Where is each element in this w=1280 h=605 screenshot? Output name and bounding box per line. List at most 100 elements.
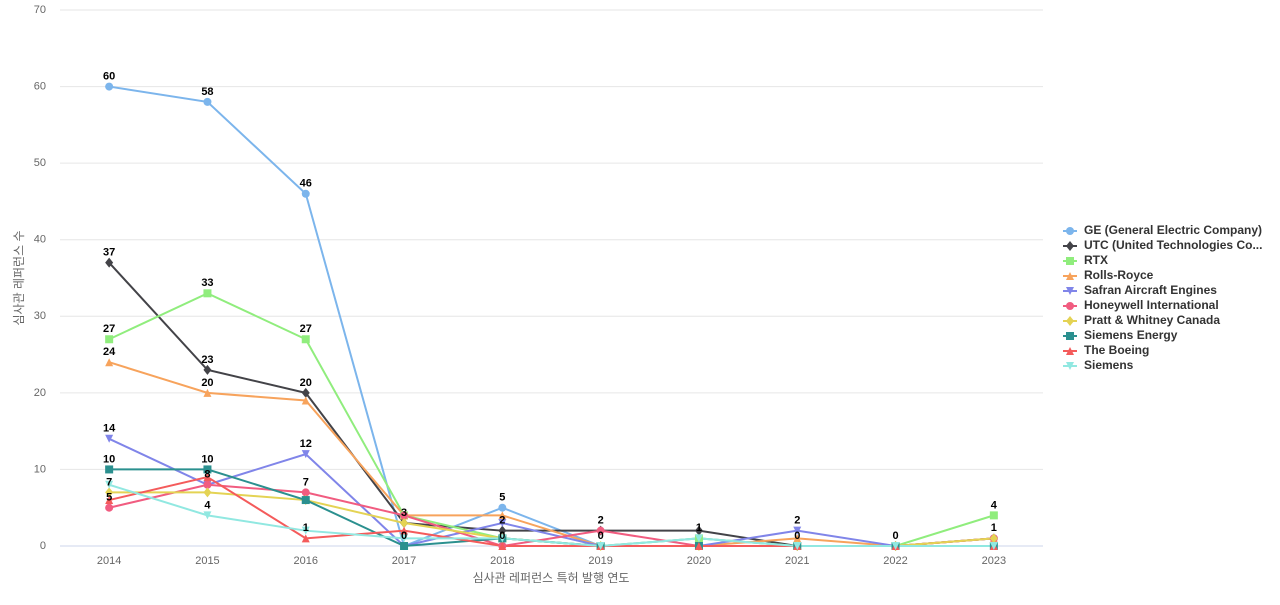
point	[301, 496, 310, 505]
data-label: 37	[103, 247, 115, 259]
x-tick-label: 2021	[785, 555, 809, 567]
point	[400, 534, 409, 543]
series-line	[108, 292, 995, 548]
legend-item[interactable]: GE (General Electric Company)	[1063, 223, 1262, 237]
legend-item[interactable]: Siemens Energy	[1063, 328, 1178, 342]
legend-item[interactable]: The Boeing	[1063, 343, 1149, 357]
data-label: 0	[892, 530, 898, 542]
data-label: 27	[103, 323, 115, 335]
point	[203, 473, 212, 482]
legend-item[interactable]: Safran Aircraft Engines	[1063, 283, 1217, 297]
data-label: 0	[499, 530, 505, 542]
data-label: 7	[106, 476, 112, 488]
y-tick-label: 30	[34, 310, 46, 322]
data-label: 0	[794, 530, 800, 542]
point	[989, 533, 998, 544]
data-label: 24	[103, 346, 116, 358]
point	[203, 364, 212, 375]
point	[301, 335, 310, 344]
legend-label: Siemens	[1084, 358, 1134, 372]
y-tick-label: 10	[34, 463, 46, 475]
legend-item[interactable]: RTX	[1063, 253, 1108, 267]
legend-item[interactable]: Rolls-Royce	[1063, 268, 1154, 282]
point	[989, 511, 998, 520]
data-label: 1	[696, 522, 702, 534]
point	[301, 396, 310, 405]
data-label: 5	[106, 492, 112, 504]
point	[498, 519, 507, 528]
y-tick-label: 40	[34, 234, 46, 246]
y-tick-label: 0	[40, 540, 46, 552]
point	[203, 480, 212, 489]
legend-label: Safran Aircraft Engines	[1084, 283, 1217, 297]
data-label: 2	[499, 515, 505, 527]
point	[301, 526, 310, 535]
point	[400, 518, 409, 529]
x-tick-label: 2018	[490, 555, 514, 567]
point	[203, 289, 212, 298]
y-tick-label: 70	[34, 4, 46, 16]
point	[400, 511, 409, 520]
legend-item[interactable]: Pratt & Whitney Canada	[1063, 313, 1220, 327]
point	[1066, 287, 1074, 295]
point	[1066, 241, 1074, 251]
point	[1066, 347, 1074, 355]
point	[793, 542, 802, 550]
series-line	[108, 437, 994, 548]
x-tick-label: 2016	[294, 555, 318, 567]
point	[498, 525, 507, 536]
data-label: 23	[201, 354, 213, 366]
point	[203, 388, 212, 397]
data-label: 3	[401, 507, 407, 519]
data-label: 27	[300, 323, 312, 335]
point	[498, 542, 507, 550]
series-line	[108, 361, 994, 548]
data-label: 2	[794, 515, 800, 527]
point	[498, 511, 507, 520]
x-tick-label: 2022	[883, 555, 907, 567]
legend-label: Siemens Energy	[1084, 328, 1178, 342]
point	[1066, 362, 1074, 370]
data-label: 60	[103, 70, 115, 82]
point	[105, 465, 114, 474]
point	[793, 534, 802, 543]
point	[1066, 257, 1074, 265]
x-tick-label: 2020	[687, 555, 711, 567]
data-label: 33	[201, 277, 213, 289]
data-label: 4	[204, 499, 211, 511]
point	[793, 526, 802, 535]
series-line	[108, 262, 994, 547]
data-label: 0	[598, 530, 604, 542]
point	[301, 488, 310, 497]
point	[105, 487, 114, 498]
point	[596, 526, 605, 535]
y-tick-label: 60	[34, 80, 46, 92]
data-label: 58	[201, 86, 213, 98]
point	[203, 511, 212, 520]
point	[989, 542, 998, 550]
x-tick-label: 2023	[982, 555, 1006, 567]
data-label: 4	[991, 499, 998, 511]
data-label: 10	[103, 453, 115, 465]
point	[203, 465, 212, 474]
point	[105, 257, 114, 268]
point	[105, 335, 114, 344]
legend-item[interactable]: Honeywell International	[1063, 298, 1219, 312]
series-line	[108, 483, 994, 548]
data-label: 8	[204, 469, 210, 481]
x-axis-title: 심사관 레퍼런스 특허 발행 연도	[473, 570, 630, 585]
point	[1066, 227, 1074, 235]
data-label: 5	[499, 492, 505, 504]
point	[1066, 272, 1074, 280]
legend-item[interactable]: Siemens	[1063, 358, 1134, 372]
data-label: 20	[300, 377, 312, 389]
legend-item[interactable]: UTC (United Technologies Co...	[1063, 238, 1262, 252]
point	[105, 358, 114, 367]
data-label: 1	[303, 522, 309, 534]
point	[105, 82, 114, 91]
point	[694, 525, 703, 536]
point	[105, 503, 114, 512]
point	[105, 434, 114, 443]
point	[694, 542, 703, 550]
